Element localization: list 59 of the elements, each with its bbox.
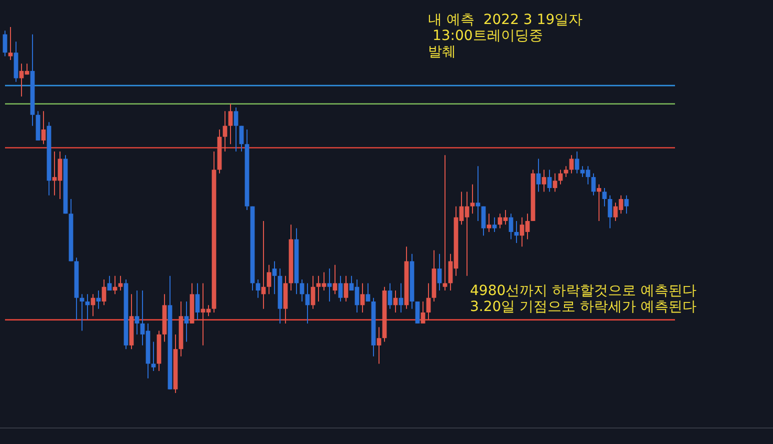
candlestick	[305, 282, 310, 324]
candlestick	[586, 166, 590, 185]
candlestick	[360, 282, 365, 313]
candlestick	[151, 341, 156, 372]
candlestick	[376, 326, 382, 364]
candlestick	[316, 275, 321, 302]
candlestick	[520, 216, 524, 248]
candlestick	[349, 275, 354, 292]
candlestick	[8, 26, 13, 60]
candlestick	[448, 253, 453, 292]
annotation: 4980선까지 하락할것으로 예측된다 3.20일 기점으로 하락세가 예측된다	[470, 283, 697, 315]
candlestick	[481, 206, 486, 236]
candlestick	[195, 282, 200, 320]
candlestick	[508, 213, 514, 240]
candlestick	[140, 290, 145, 346]
candlestick	[118, 275, 123, 292]
candlestick	[420, 301, 426, 324]
candlestick	[564, 166, 568, 178]
candlestick	[366, 282, 370, 302]
candlestick	[608, 194, 612, 229]
candlestick	[184, 301, 189, 342]
candlestick	[234, 107, 238, 152]
candlestick	[322, 272, 326, 292]
candlestick	[41, 110, 46, 145]
candlestick	[327, 268, 332, 302]
candlestick	[618, 194, 624, 214]
candlestick	[613, 202, 618, 222]
candlestick	[580, 166, 585, 178]
candlestick	[266, 264, 272, 295]
candlestick	[272, 260, 277, 295]
candlestick	[228, 103, 233, 145]
candlestick	[344, 275, 348, 302]
candlestick	[459, 191, 464, 226]
candlestick	[442, 154, 448, 292]
candlestick	[338, 275, 343, 302]
candlestick	[437, 253, 442, 292]
candlestick	[332, 264, 338, 295]
candlestick	[591, 172, 596, 196]
candlestick	[388, 282, 392, 310]
candlestick	[464, 191, 470, 276]
candlestick	[536, 158, 541, 192]
candlestick	[476, 166, 480, 222]
candlestick	[426, 282, 431, 320]
candlestick	[256, 279, 260, 298]
candlestick	[102, 279, 106, 306]
candlestick	[134, 290, 140, 335]
candlestick	[470, 184, 475, 214]
candlestick	[222, 110, 228, 152]
candlestick	[525, 213, 530, 240]
candlestick	[624, 194, 629, 214]
candlestick	[492, 216, 497, 232]
candlestick	[300, 279, 304, 302]
annotation: 내 예측 2022 3 19일자 13:00트레이딩중 발췌	[428, 12, 583, 60]
candlestick	[486, 213, 492, 232]
candlestick	[602, 188, 607, 207]
candlestick	[552, 172, 558, 192]
candlestick	[547, 169, 552, 192]
candlestick	[542, 169, 546, 192]
candlestick	[107, 275, 112, 292]
